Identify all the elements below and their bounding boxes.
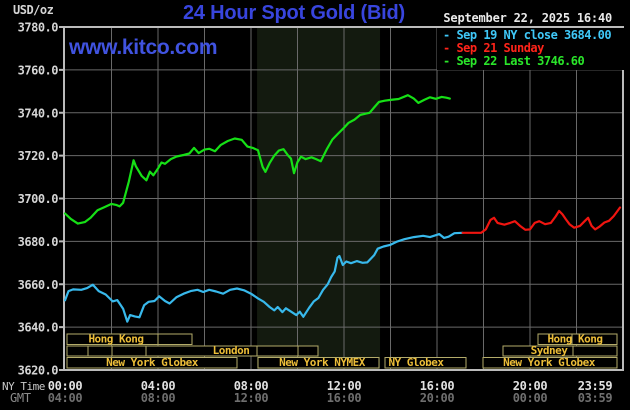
session-label: London <box>213 344 250 357</box>
x-tick-label-gmt: 03:59 <box>578 391 613 405</box>
x-tick-label-gmt: 20:00 <box>420 391 455 405</box>
series-line-sep22 <box>63 94 451 225</box>
session-box <box>157 333 193 345</box>
y-axis-units-label: USD/oz <box>13 3 54 17</box>
chart-title: 24 Hour Spot Gold (Bid) <box>182 2 406 24</box>
session-label: New York Globex <box>106 356 199 369</box>
session-box <box>572 345 618 357</box>
datetime-label: September 22, 2025 16:40 <box>443 11 612 25</box>
session-box <box>87 345 113 357</box>
x-tick-label-ny: 20:00 <box>513 379 548 393</box>
session-box <box>256 345 299 357</box>
x-tick-label-gmt: 04:00 <box>48 391 83 405</box>
legend-item: - Sep 21 Sunday <box>443 41 544 55</box>
session-label: New York NYMEX <box>279 356 366 369</box>
y-tick-label: 3680.0 <box>18 235 59 249</box>
y-tick-label: 3620.0 <box>18 364 59 378</box>
y-tick-label: 3700.0 <box>18 192 59 206</box>
y-tick-label: 3720.0 <box>18 149 59 163</box>
series-line-sep19 <box>63 231 464 323</box>
y-tick-label: 3740.0 <box>18 106 59 120</box>
session-box <box>384 357 467 369</box>
session-box <box>571 333 618 345</box>
session-box <box>482 357 618 369</box>
x-tick-label-ny: 23:59 <box>578 379 613 393</box>
session-label: Sydney <box>531 344 569 357</box>
y-tick-label: 3760.0 <box>18 63 59 77</box>
y-tick-label: 3660.0 <box>18 278 59 292</box>
legend: - Sep 19 NY close 3684.00- Sep 21 Sunday… <box>437 28 630 70</box>
y-tick-label: 3780.0 <box>18 21 59 35</box>
session-label: Hong Kong <box>88 333 143 346</box>
x-tick-label-ny: 08:00 <box>234 379 269 393</box>
x-axis-row-label-ny: NY Time <box>2 380 45 393</box>
session-box <box>111 345 147 357</box>
series-line-sep21 <box>461 206 622 234</box>
legend-item: - Sep 22 Last 3746.60 <box>443 54 585 68</box>
x-tick-label-gmt: 00:00 <box>513 391 548 405</box>
session-box <box>66 357 238 369</box>
session-box <box>66 345 89 357</box>
legend-item: - Sep 19 NY close 3684.00 <box>443 28 612 42</box>
kitco-watermark-link[interactable]: www.kitco.com <box>69 36 218 59</box>
session-label: NY Globex <box>388 356 444 369</box>
x-axis-row-label-gmt: GMT <box>10 391 31 405</box>
x-tick-label-ny: 12:00 <box>327 379 362 393</box>
x-tick-label-ny: 16:00 <box>420 379 455 393</box>
x-tick-label-gmt: 12:00 <box>234 391 269 405</box>
session-label: Hong Kong <box>547 333 602 346</box>
x-tick-label-gmt: 16:00 <box>327 391 362 405</box>
x-tick-label-gmt: 08:00 <box>141 391 176 405</box>
session-box <box>257 357 380 369</box>
y-tick-label: 3640.0 <box>18 321 59 335</box>
x-tick-label-ny: 04:00 <box>141 379 176 393</box>
session-box <box>297 345 319 357</box>
x-tick-label-ny: 00:00 <box>48 379 83 393</box>
session-label: New York Globex <box>503 356 596 369</box>
